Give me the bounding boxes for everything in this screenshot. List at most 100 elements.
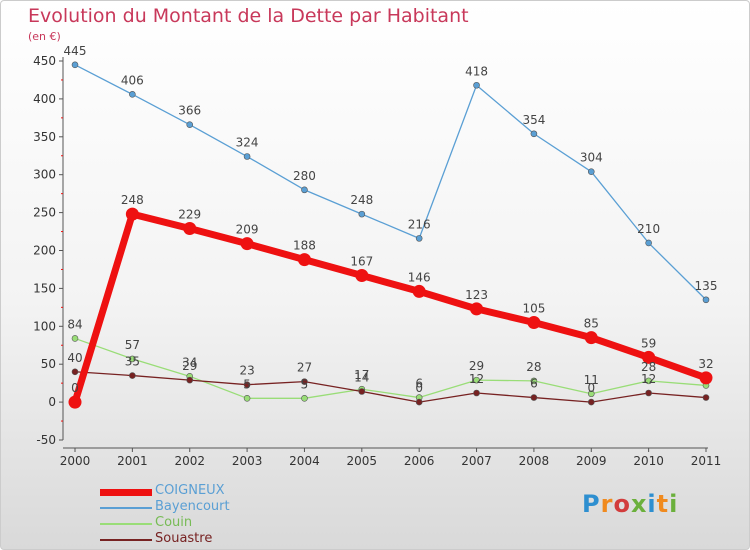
data-label-coigneux: 105 xyxy=(522,302,545,316)
data-label-couin: 57 xyxy=(125,338,140,352)
chart-unit-label: (en €) xyxy=(28,30,61,43)
data-label-souastre: 12 xyxy=(641,372,656,386)
data-point-souastre xyxy=(358,388,366,395)
legend-item-souastre: Souastre xyxy=(100,531,300,548)
data-label-coigneux: 146 xyxy=(408,270,431,284)
data-point-couin xyxy=(587,390,595,398)
data-point-bayencourt xyxy=(415,235,423,242)
y-tick-label: 100 xyxy=(33,319,56,333)
data-point-souastre xyxy=(530,394,538,401)
data-label-couin: 6 xyxy=(415,377,423,391)
data-label-couin: 28 xyxy=(526,360,541,374)
data-point-souastre xyxy=(301,378,308,385)
data-label-coigneux: 229 xyxy=(178,208,201,222)
legend-item-couin: Couin xyxy=(100,515,300,532)
data-point-couin xyxy=(301,395,308,402)
legend-label: Souastre xyxy=(155,531,213,546)
data-label-souastre: 12 xyxy=(469,372,484,386)
x-tick-label: 2002 xyxy=(174,454,205,468)
y-tick-label: -50 xyxy=(36,433,56,447)
data-point-souastre xyxy=(71,368,79,376)
data-point-bayencourt xyxy=(186,121,194,128)
data-label-coigneux: 59 xyxy=(641,336,656,350)
data-point-coigneux xyxy=(527,316,541,330)
data-label-souastre: 40 xyxy=(67,351,82,365)
data-label-bayencourt: 210 xyxy=(637,222,660,236)
data-label-souastre: 35 xyxy=(125,355,140,369)
data-point-couin xyxy=(129,355,136,363)
data-point-coigneux xyxy=(412,284,426,298)
y-tick-label: 0 xyxy=(48,395,56,409)
data-label-bayencourt: 354 xyxy=(522,113,545,127)
data-point-bayencourt xyxy=(530,130,538,138)
data-point-bayencourt xyxy=(71,61,79,69)
legend-swatch xyxy=(100,523,152,525)
data-label-bayencourt: 445 xyxy=(64,44,87,58)
data-point-souastre xyxy=(702,394,710,401)
x-tick-label: 2004 xyxy=(289,454,320,468)
data-point-couin xyxy=(71,335,79,342)
data-label-bayencourt: 135 xyxy=(695,279,718,293)
data-point-souastre xyxy=(129,372,136,379)
data-point-coigneux xyxy=(125,207,139,221)
data-point-souastre xyxy=(645,389,652,397)
data-label-couin: 5 xyxy=(243,377,251,391)
chart-legend: COIGNEUX Bayencourt Couin Souastre xyxy=(100,483,300,548)
data-point-couin xyxy=(243,395,251,402)
data-label-coigneux: 32 xyxy=(698,357,713,371)
data-label-coigneux: 85 xyxy=(584,317,599,331)
series-line-bayencourt xyxy=(74,64,707,301)
data-point-bayencourt xyxy=(129,91,136,98)
data-point-coigneux xyxy=(699,371,713,385)
data-point-coigneux xyxy=(584,331,598,345)
data-point-bayencourt xyxy=(243,153,251,160)
data-point-coigneux xyxy=(297,253,311,267)
data-point-bayencourt xyxy=(473,81,480,89)
data-label-souastre: 0 xyxy=(587,381,595,395)
x-tick-label: 2005 xyxy=(347,454,378,468)
legend-swatch xyxy=(100,488,152,496)
data-label-bayencourt: 304 xyxy=(580,151,603,165)
data-label-coigneux: 167 xyxy=(350,255,373,269)
data-point-coigneux xyxy=(68,395,82,409)
legend-label: Bayencourt xyxy=(155,499,230,514)
y-tick-label: 200 xyxy=(33,244,56,258)
x-tick-label: 2000 xyxy=(60,454,91,468)
chart-title: Evolution du Montant de la Dette par Hab… xyxy=(28,5,469,27)
data-point-bayencourt xyxy=(645,239,652,247)
data-label-bayencourt: 280 xyxy=(293,169,316,183)
data-label-souastre: 27 xyxy=(297,361,312,375)
data-point-bayencourt xyxy=(587,168,595,175)
x-tick-label: 2009 xyxy=(576,454,607,468)
data-label-coigneux: 0 xyxy=(71,381,79,395)
legend-label: Couin xyxy=(155,515,193,530)
x-tick-label: 2008 xyxy=(519,454,550,468)
data-label-couin: 17 xyxy=(354,368,369,382)
data-label-couin: 28 xyxy=(641,360,656,374)
legend-swatch xyxy=(100,539,152,541)
data-label-bayencourt: 216 xyxy=(408,217,431,231)
series-line-souastre xyxy=(74,371,707,403)
data-point-souastre xyxy=(243,381,251,388)
data-label-coigneux: 188 xyxy=(293,239,316,253)
data-label-coigneux: 209 xyxy=(236,223,259,237)
data-label-bayencourt: 366 xyxy=(178,104,201,118)
data-point-coigneux xyxy=(642,350,656,364)
x-tick-label: 2003 xyxy=(232,454,263,468)
series-line-coigneux xyxy=(71,210,710,406)
data-label-souastre: 6 xyxy=(530,377,538,391)
legend-swatch xyxy=(100,507,152,509)
y-tick-label: 450 xyxy=(33,54,56,68)
y-tick-label: 250 xyxy=(33,206,56,220)
x-tick-label: 2007 xyxy=(461,454,492,468)
x-tick-label: 2011 xyxy=(691,454,722,468)
x-tick-label: 2010 xyxy=(633,454,664,468)
data-point-coigneux xyxy=(470,302,484,316)
data-point-couin xyxy=(645,377,652,385)
y-tick-label: 350 xyxy=(33,130,56,144)
y-tick-label: 400 xyxy=(33,92,56,106)
data-label-couin: 84 xyxy=(67,317,82,331)
data-point-bayencourt xyxy=(702,296,710,304)
data-point-coigneux xyxy=(183,222,197,236)
data-point-couin xyxy=(530,377,538,385)
